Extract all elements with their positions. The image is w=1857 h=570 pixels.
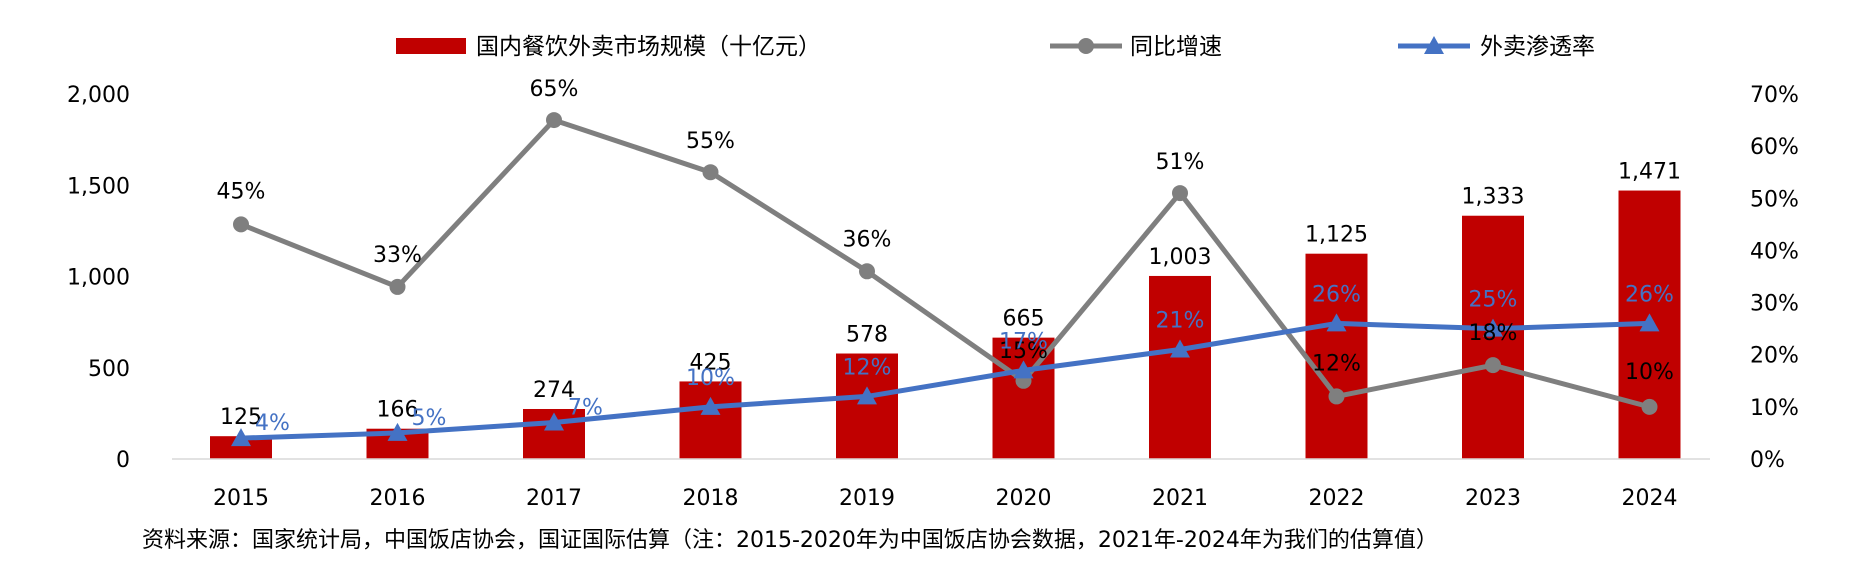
point-yoy-growth <box>389 278 406 295</box>
line-yoy-growth <box>240 117 1651 410</box>
yoy-growth-label: 15% <box>999 339 1048 364</box>
yoy-growth-label: 33% <box>373 243 422 268</box>
bar-value-label: 1,471 <box>1618 160 1681 185</box>
left-axis-tick-label: 1,500 <box>67 174 130 199</box>
right-axis-tick-label: 0% <box>1750 448 1785 473</box>
yoy-growth-label: 51% <box>1156 150 1205 175</box>
yoy-growth-label: 55% <box>686 129 735 154</box>
point-penetration-rate <box>387 422 408 441</box>
x-tick-label: 2022 <box>1309 486 1365 511</box>
bar-market-size <box>1149 275 1211 459</box>
right-axis-tick-label: 50% <box>1750 187 1799 212</box>
point-yoy-growth <box>702 164 719 181</box>
penetration-rate-label: 10% <box>686 366 735 391</box>
penetration-rate-label: 26% <box>1312 282 1361 307</box>
point-penetration-rate <box>1483 318 1503 337</box>
right-axis-tick-label: 60% <box>1750 135 1799 160</box>
bar-market-size <box>1305 253 1368 459</box>
yoy-growth-label: 36% <box>843 227 892 252</box>
x-tick-label: 2021 <box>1152 486 1208 511</box>
bar-value-label: 1,003 <box>1149 245 1212 270</box>
bar-value-label: 125 <box>220 405 262 430</box>
point-penetration-rate <box>1639 313 1660 332</box>
point-yoy-growth <box>1328 388 1345 405</box>
yoy-growth-label: 65% <box>530 77 579 102</box>
left-axis-tick-label: 1,000 <box>67 266 130 291</box>
penetration-rate-label: 12% <box>843 355 892 380</box>
bar-value-label: 425 <box>690 350 732 375</box>
penetration-rate-label: 17% <box>999 329 1048 354</box>
penetration-rate-label: 25% <box>1469 288 1518 313</box>
legend-swatch-penetration-marker <box>1424 36 1444 54</box>
point-yoy-growth <box>859 263 875 280</box>
bar-value-label: 578 <box>846 323 888 348</box>
yoy-growth-label: 18% <box>1469 321 1518 346</box>
penetration-rate-label: 7% <box>568 396 603 421</box>
penetration-rate-label: 4% <box>255 411 290 436</box>
bar-value-label: 1,125 <box>1305 223 1368 248</box>
point-penetration-rate <box>231 428 251 447</box>
point-penetration-rate <box>544 412 564 431</box>
x-tick-label: 2018 <box>683 486 739 511</box>
right-axis-tick-label: 40% <box>1750 239 1799 264</box>
x-tick-label: 2023 <box>1465 486 1521 511</box>
x-tick-label: 2020 <box>996 486 1052 511</box>
point-penetration-rate <box>857 386 877 405</box>
source-note: 资料来源：国家统计局，中国饭店协会，国证国际估算（注：2015-2020年为中国… <box>142 528 1438 553</box>
right-axis-tick-label: 30% <box>1750 292 1799 317</box>
legend-label-penetration: 外卖渗透率 <box>1480 34 1595 60</box>
bar-value-label: 1,333 <box>1462 185 1525 210</box>
x-tick-label: 2024 <box>1622 486 1678 511</box>
bar-market-size <box>679 381 742 459</box>
x-tick-label: 2015 <box>213 486 269 511</box>
yoy-growth-label: 10% <box>1625 360 1674 385</box>
point-yoy-growth <box>1485 357 1501 374</box>
yoy-growth-label: 12% <box>1312 351 1361 376</box>
point-yoy-growth <box>1641 398 1658 415</box>
bar-value-label: 274 <box>533 378 575 403</box>
point-yoy-growth <box>233 216 249 233</box>
left-axis-tick-label: 0 <box>116 448 130 473</box>
legend-swatch-market-size <box>396 38 466 54</box>
point-yoy-growth <box>1172 185 1188 202</box>
penetration-rate-label: 5% <box>412 406 447 431</box>
line-penetration-rate <box>240 320 1650 441</box>
bar-market-size <box>210 436 272 459</box>
point-penetration-rate <box>1170 339 1190 358</box>
x-tick-label: 2019 <box>839 486 895 511</box>
bar-market-size <box>836 353 898 459</box>
legend-label-market-size: 国内餐饮外卖市场规模（十亿元） <box>476 34 821 60</box>
right-axis-tick-label: 20% <box>1750 344 1799 369</box>
yoy-growth-label: 45% <box>217 179 266 204</box>
legend-swatch-yoy-growth-marker <box>1078 38 1094 54</box>
legend-label-yoy-growth: 同比增速 <box>1130 34 1222 60</box>
penetration-rate-label: 21% <box>1156 309 1205 334</box>
point-yoy-growth <box>546 112 562 129</box>
point-penetration-rate <box>700 396 721 415</box>
bar-market-size <box>1462 215 1524 459</box>
point-penetration-rate <box>1013 360 1034 379</box>
penetration-rate-label: 26% <box>1625 282 1674 307</box>
right-axis-tick-label: 10% <box>1750 396 1799 421</box>
bar-value-label: 166 <box>377 398 419 423</box>
x-tick-label: 2017 <box>526 486 582 511</box>
point-penetration-rate <box>1326 313 1347 332</box>
bar-value-label: 665 <box>1003 307 1045 332</box>
left-axis-tick-label: 2,000 <box>67 83 130 108</box>
x-tick-label: 2016 <box>370 486 426 511</box>
left-axis-tick-label: 500 <box>88 357 130 382</box>
right-axis-tick-label: 70% <box>1750 83 1799 108</box>
